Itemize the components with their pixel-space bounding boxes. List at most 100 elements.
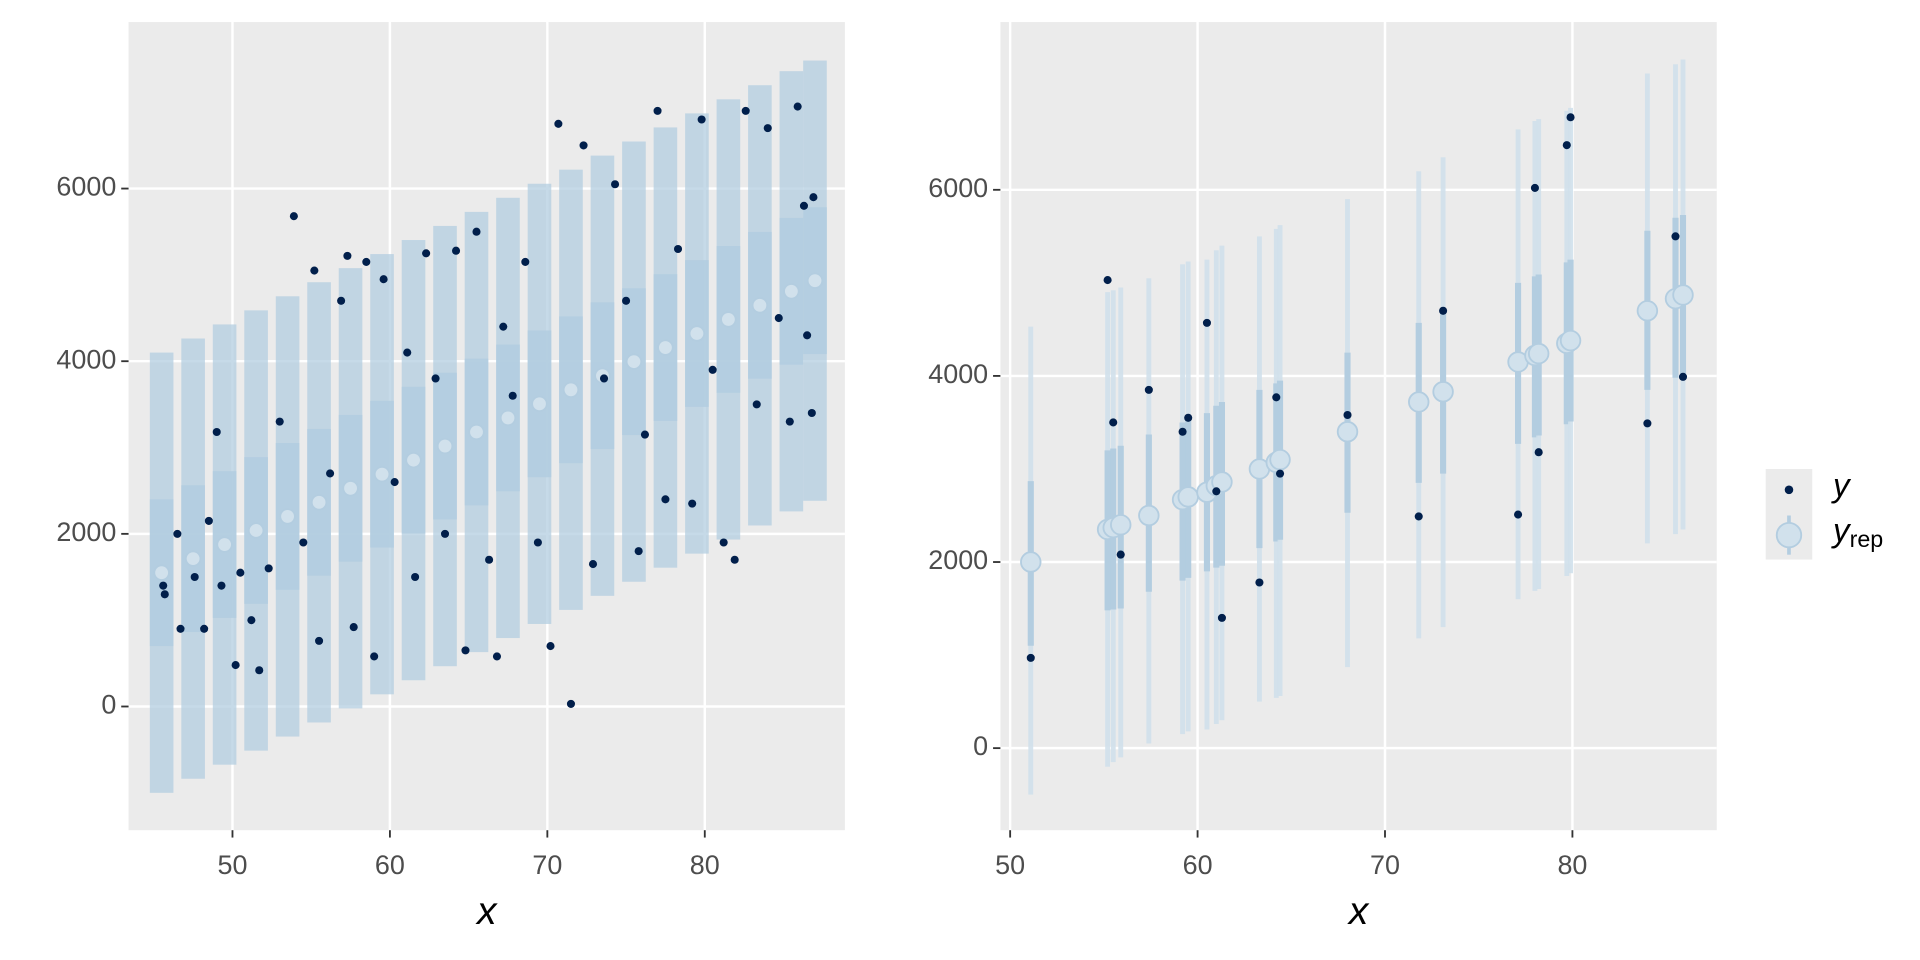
median-point: [751, 297, 769, 314]
median-point: [688, 325, 706, 342]
observed-point: [566, 699, 576, 708]
observed-point: [349, 623, 358, 632]
median-point: [562, 381, 580, 399]
observed-point: [337, 296, 346, 305]
observed-point: [1217, 613, 1226, 622]
median-point: [1432, 381, 1454, 403]
observed-point: [1276, 469, 1285, 478]
observed-point: [247, 616, 256, 625]
observed-point: [809, 193, 818, 202]
median-point: [216, 536, 233, 553]
observed-point: [774, 314, 783, 323]
median-point: [310, 494, 328, 511]
observed-point: [1255, 578, 1264, 587]
observed-point: [390, 478, 399, 487]
observed-point: [379, 275, 388, 284]
observed-point: [785, 417, 794, 426]
x-tick-label: 80: [1557, 850, 1587, 880]
observed-point: [264, 564, 273, 573]
y-tick-label: 2000: [56, 517, 116, 547]
x-tick-label: 50: [218, 850, 248, 880]
median-point: [1020, 551, 1042, 573]
median-point: [184, 550, 202, 567]
y-tick-label: 2000: [928, 545, 988, 575]
observed-point: [1202, 318, 1211, 327]
median-point: [468, 423, 485, 441]
x-tick-label: 50: [995, 850, 1025, 880]
observed-point: [799, 201, 809, 210]
observed-point: [653, 106, 662, 115]
observed-point: [611, 180, 620, 189]
observed-point: [212, 427, 221, 437]
legend-key: [1784, 485, 1794, 495]
y-tick-label: 0: [973, 731, 988, 761]
x-tick-label: 60: [375, 850, 405, 880]
median-point: [1527, 342, 1550, 365]
observed-point: [492, 652, 502, 661]
observed-point: [741, 106, 750, 115]
observed-point: [521, 257, 530, 266]
observed-point: [1026, 653, 1035, 662]
y-tick-label: 6000: [56, 172, 116, 202]
observed-point: [546, 642, 555, 651]
median-point: [1672, 284, 1694, 306]
legend-label: y: [1831, 467, 1852, 504]
observed-point: [533, 538, 542, 547]
median-point: [1636, 300, 1659, 322]
median-point: [1138, 504, 1160, 527]
observed-point: [173, 529, 182, 538]
legend-name: y: [1831, 467, 1852, 504]
median-point: [1269, 448, 1291, 471]
observed-point: [461, 646, 470, 655]
median-point: [1177, 486, 1199, 508]
observed-point: [1439, 306, 1448, 315]
observed-point: [554, 119, 563, 128]
observed-point: [673, 244, 683, 254]
observed-point: [508, 391, 517, 400]
x-tick-label: 70: [1370, 850, 1400, 880]
observed-point: [160, 590, 169, 599]
observed-point: [236, 568, 245, 577]
observed-point: [793, 102, 802, 111]
median-point: [279, 508, 296, 525]
median-point: [806, 272, 824, 289]
observed-point: [752, 400, 761, 409]
observed-point: [176, 624, 185, 633]
median-point: [531, 395, 548, 413]
observed-point: [1103, 276, 1112, 285]
observed-point: [159, 581, 168, 590]
observed-point: [1414, 512, 1423, 521]
observed-point: [579, 141, 588, 150]
observed-point: [200, 624, 209, 633]
observed-point: [1643, 419, 1652, 428]
observed-point: [661, 495, 670, 504]
observed-point: [1534, 448, 1543, 457]
observed-point: [1212, 487, 1221, 496]
observed-point: [1514, 510, 1523, 519]
observed-point: [440, 529, 450, 538]
observed-point: [1116, 550, 1125, 559]
median-point: [499, 409, 517, 427]
median-point: [1559, 329, 1582, 352]
observed-point: [1272, 393, 1281, 402]
observed-point: [599, 374, 609, 383]
observed-point: [1178, 427, 1187, 436]
y-tick-label: 6000: [928, 173, 988, 203]
x-tick-label: 80: [690, 850, 720, 880]
observed-point: [1530, 183, 1539, 192]
observed-point: [190, 572, 199, 582]
observed-point: [634, 547, 643, 556]
observed-point: [708, 365, 717, 374]
observed-point: [403, 348, 412, 357]
observed-point: [422, 249, 431, 258]
observed-point: [688, 499, 697, 508]
observed-point: [275, 417, 284, 426]
observed-point: [204, 516, 213, 525]
observed-point: [217, 581, 226, 590]
observed-point: [315, 636, 324, 645]
median-point: [720, 311, 737, 328]
legend-subscript: rep: [1850, 526, 1884, 552]
observed-point: [451, 246, 461, 255]
